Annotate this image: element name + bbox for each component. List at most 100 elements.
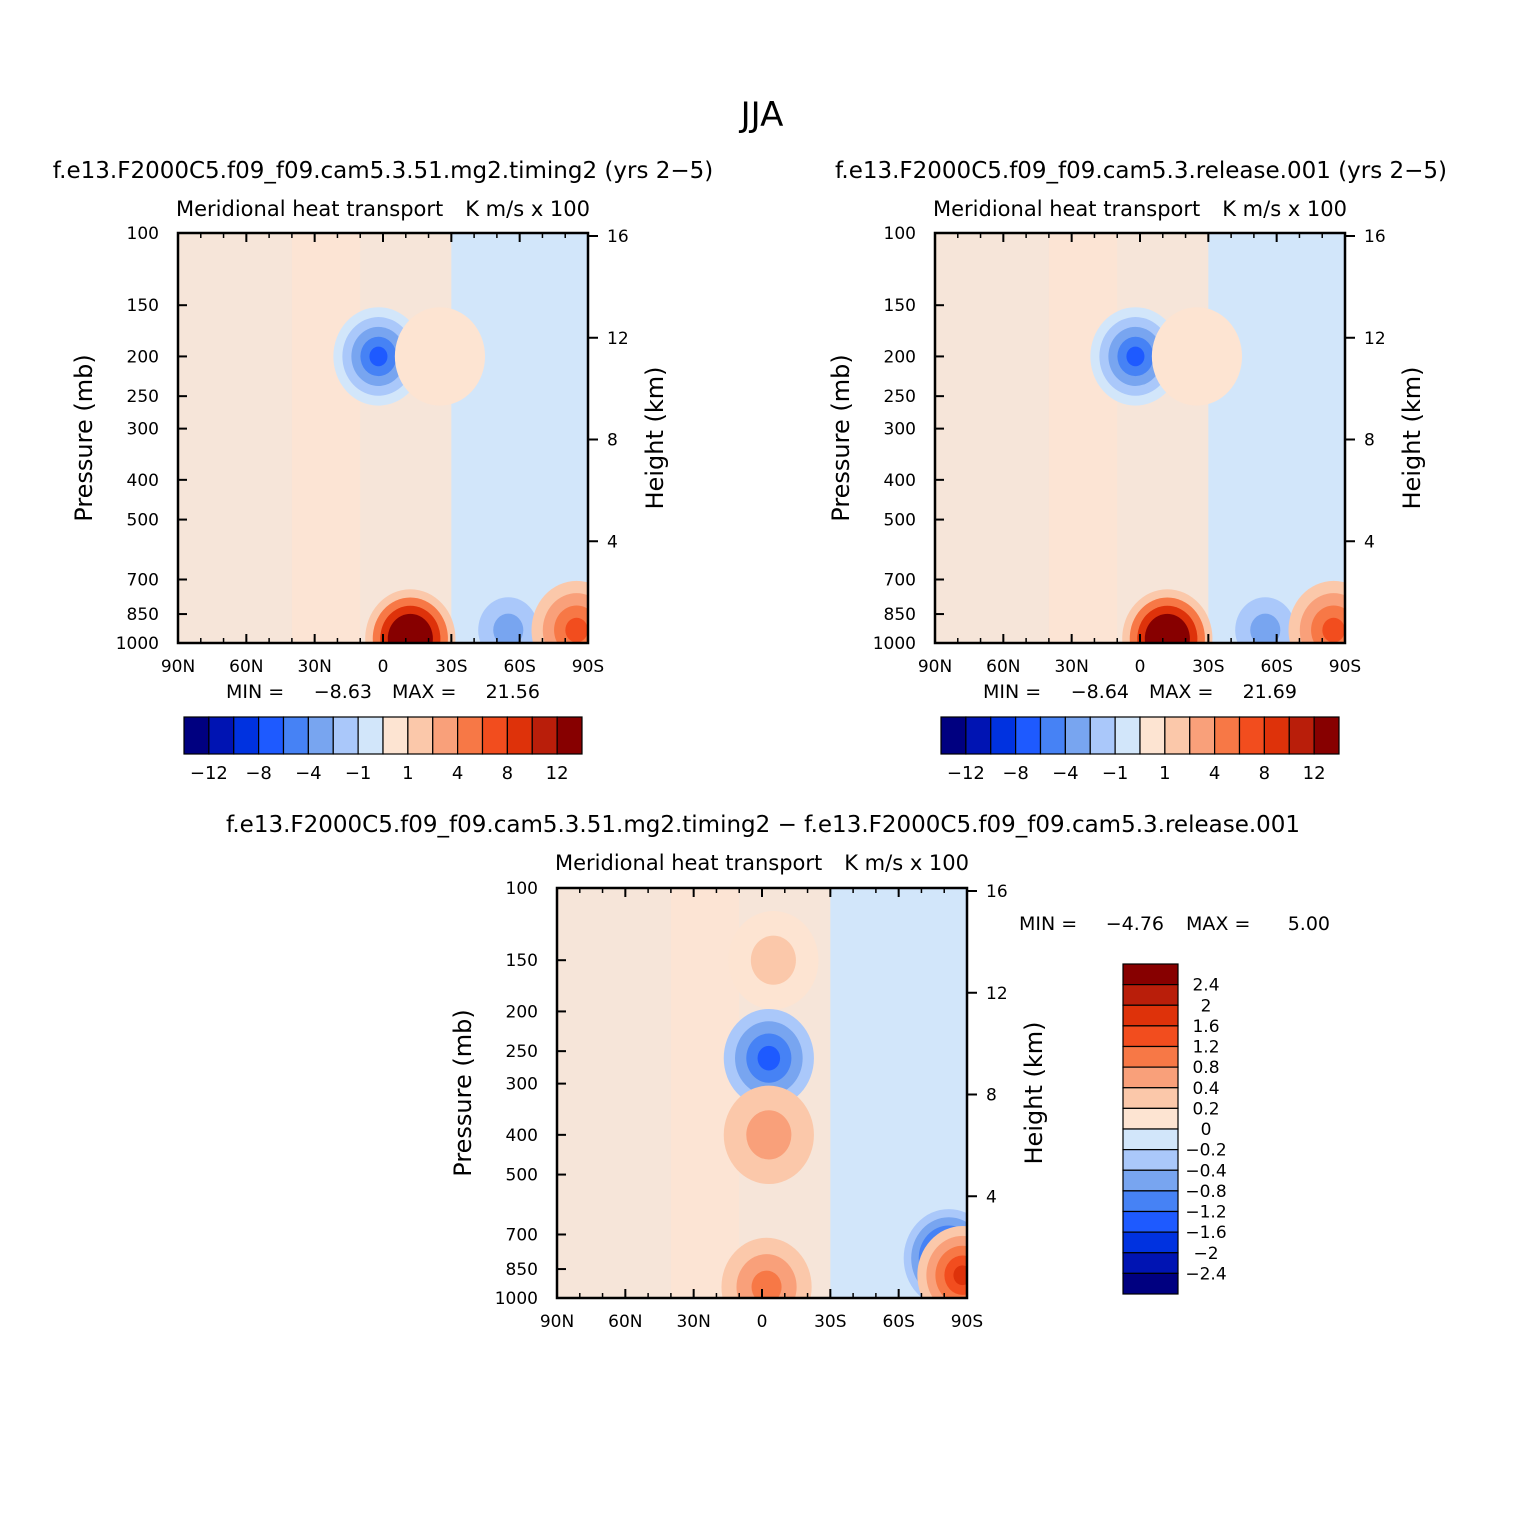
colorbar-box xyxy=(1015,716,1042,755)
field-contour xyxy=(417,331,463,382)
x-tick-label: 90S xyxy=(1329,657,1361,677)
y-tick-label: 100 xyxy=(884,224,916,244)
colorbar-label: 2 xyxy=(1201,996,1212,1016)
colorbar-label: −1 xyxy=(345,763,372,784)
subtitle-left: Meridional heat transport xyxy=(176,197,443,221)
colorbar-box xyxy=(1288,716,1315,755)
colorbar-box xyxy=(1064,716,1091,755)
colorbar-box xyxy=(965,716,992,755)
colorbar-box xyxy=(506,716,533,755)
colorbar-box xyxy=(1313,716,1340,755)
panel-title: f.e13.F2000C5.f09_f09.cam5.3.51.mg2.timi… xyxy=(53,158,714,184)
y-tick-label: 1000 xyxy=(495,1289,538,1309)
panel-title: f.e13.F2000C5.f09_f09.cam5.3.release.001… xyxy=(835,158,1447,184)
y-tick-label: 700 xyxy=(127,570,159,590)
x-tick-label: 60S xyxy=(882,1312,914,1332)
panel-difference: f.e13.F2000C5.f09_f09.cam5.3.51.mg2.timi… xyxy=(226,812,1330,1332)
y-tick-label: 400 xyxy=(506,1126,538,1146)
field-contour xyxy=(565,617,588,643)
field-band xyxy=(1048,233,1118,643)
colorbar-box xyxy=(1263,716,1290,755)
plot-area xyxy=(178,233,588,643)
colorbar-label: 4 xyxy=(1209,763,1220,784)
colorbar-box xyxy=(1122,1252,1179,1274)
min-label: MIN = xyxy=(226,681,284,703)
y-tick-label: 500 xyxy=(884,511,916,531)
field-band xyxy=(291,233,361,643)
colorbar-label: 0.4 xyxy=(1192,1079,1219,1099)
height-tick-label: 12 xyxy=(986,984,1008,1004)
subtitle-right: K m/s x 100 xyxy=(844,851,969,875)
x-tick-label: 60N xyxy=(986,657,1020,677)
figure-title: JJA xyxy=(739,95,784,135)
y-tick-label: 500 xyxy=(127,511,159,531)
height-tick-label: 16 xyxy=(986,882,1008,902)
colorbar-label: −4 xyxy=(295,763,322,784)
x-tick-label: 30N xyxy=(676,1312,710,1332)
y-tick-label: 300 xyxy=(127,420,159,440)
colorbar-box xyxy=(481,716,508,755)
panel-top-left: f.e13.F2000C5.f09_f09.cam5.3.51.mg2.timi… xyxy=(53,158,714,784)
field-contour xyxy=(751,1270,782,1298)
field-contour xyxy=(1159,630,1175,643)
x-tick-label: 0 xyxy=(757,1312,768,1332)
colorbar-label: −1.6 xyxy=(1185,1223,1226,1243)
x-tick-label: 0 xyxy=(1135,657,1146,677)
colorbar-box xyxy=(990,716,1017,755)
field-band xyxy=(557,888,660,1298)
colorbar-label: −1.2 xyxy=(1185,1203,1226,1223)
x-tick-label: 30N xyxy=(1054,657,1088,677)
colorbar-label: 0.2 xyxy=(1192,1099,1219,1119)
colorbar-box xyxy=(1122,1272,1179,1295)
y-axis-label-right: Height (km) xyxy=(641,367,669,510)
y-tick-label: 850 xyxy=(884,605,916,625)
colorbar-box xyxy=(1238,716,1265,755)
colorbar-label: 12 xyxy=(1303,763,1326,784)
colorbar-box xyxy=(258,716,285,755)
min-label: MIN = xyxy=(1019,913,1077,935)
colorbar: −12 −8 −4 −1 1 4 8 12 xyxy=(183,716,583,784)
height-tick-label: 4 xyxy=(1364,532,1375,552)
colorbar-box xyxy=(1122,1107,1179,1130)
y-tick-label: 700 xyxy=(506,1225,538,1245)
y-tick-label: 100 xyxy=(127,224,159,244)
subtitle-right: K m/s x 100 xyxy=(465,197,590,221)
x-tick-label: 90N xyxy=(540,1312,574,1332)
colorbar-box xyxy=(1089,716,1116,755)
colorbar-label: −0.8 xyxy=(1185,1182,1226,1202)
colorbar-box xyxy=(457,716,484,755)
field-contour xyxy=(1250,613,1281,643)
colorbar-box xyxy=(1139,716,1166,755)
y-tick-label: 300 xyxy=(506,1075,538,1095)
field-contour xyxy=(493,613,524,643)
y-tick-label: 250 xyxy=(506,1042,538,1062)
colorbar-box xyxy=(183,716,210,755)
panel-top-right: f.e13.F2000C5.f09_f09.cam5.3.release.001… xyxy=(827,158,1447,784)
y-tick-label: 400 xyxy=(884,471,916,491)
max-label: MAX = xyxy=(392,681,456,703)
colorbar-label: −12 xyxy=(947,763,985,784)
field-contour xyxy=(402,630,418,643)
min-max-readout: MIN = −8.63 MAX = 21.56 xyxy=(226,681,540,703)
colorbar-box xyxy=(531,716,558,755)
colorbar-label: −12 xyxy=(190,763,228,784)
field-contour xyxy=(953,1265,967,1286)
height-tick-label: 12 xyxy=(607,329,629,349)
colorbar-label: −8 xyxy=(245,763,272,784)
field-contour xyxy=(746,1110,792,1160)
colorbar: −12 −8 −4 −1 1 4 8 12 xyxy=(940,716,1340,784)
colorbar-box xyxy=(1122,1149,1179,1171)
min-value: −8.63 xyxy=(314,681,372,703)
colorbar-box xyxy=(1122,1025,1179,1048)
colorbar-box xyxy=(233,716,260,755)
colorbar-box xyxy=(1214,716,1241,755)
colorbar-label: −8 xyxy=(1002,763,1029,784)
colorbar-box xyxy=(1039,716,1066,755)
height-tick-label: 16 xyxy=(1364,227,1386,247)
colorbar-box xyxy=(1114,716,1141,755)
colorbar: 2.421.61.20.80.40.20−0.2−0.4−0.8−1.2−1.6… xyxy=(1122,963,1227,1295)
max-label: MAX = xyxy=(1186,913,1250,935)
y-tick-label: 850 xyxy=(506,1260,538,1280)
panel-title: f.e13.F2000C5.f09_f09.cam5.3.51.mg2.timi… xyxy=(226,812,1300,838)
